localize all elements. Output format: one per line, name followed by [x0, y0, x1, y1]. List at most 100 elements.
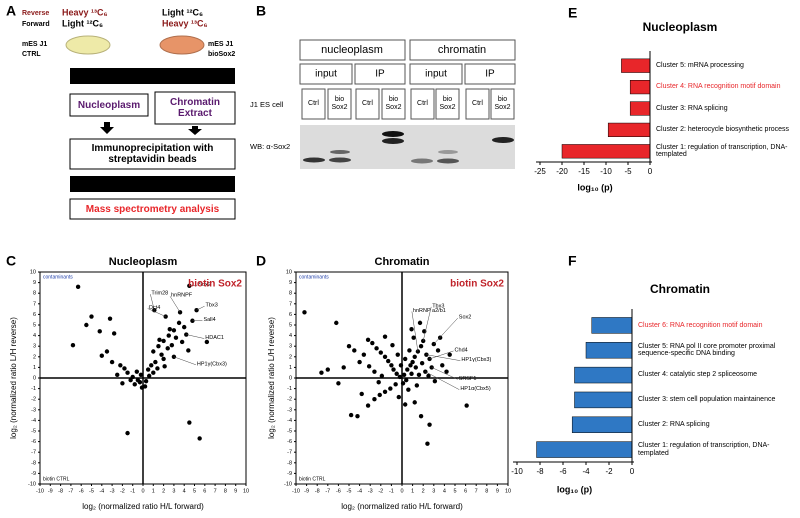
category-label: Cluster 3: RNA splicing	[656, 105, 728, 112]
y-tick-label: 3	[289, 344, 292, 350]
x-tick-label: 4	[443, 488, 446, 494]
sample: IP	[485, 69, 495, 80]
category-label-text: Cluster 6: RNA recognition motif domain	[638, 321, 763, 329]
bar	[585, 342, 633, 359]
point	[162, 364, 167, 369]
chart-title: Nucleoplasm	[109, 256, 178, 268]
y-tick-label: 2	[33, 354, 36, 360]
x-tick-label: 1	[152, 488, 155, 494]
point	[70, 342, 76, 348]
label-light: Light ¹²C₆	[62, 18, 103, 28]
point	[125, 430, 130, 436]
step-box	[154, 91, 236, 125]
band	[411, 158, 433, 164]
x-tick-label: 8	[224, 488, 227, 494]
leader-line	[169, 296, 181, 313]
y-tick-label: 8	[33, 291, 36, 297]
y-tick-label: -2	[31, 397, 36, 403]
point	[159, 352, 164, 357]
bar	[571, 416, 633, 433]
category-label-text: Cluster 2: RNA splicing	[638, 420, 710, 428]
leader-line	[431, 367, 458, 380]
lane-label-text: bio Sox2	[385, 96, 402, 111]
lane-label: bio Sox2	[495, 96, 511, 111]
y-tick-label: -8	[287, 460, 292, 466]
lane-box	[301, 88, 326, 120]
step: Nucleoplasm	[78, 100, 140, 111]
point	[145, 367, 151, 372]
x-tick-label: -6	[336, 488, 341, 494]
y-tick-label: 1	[33, 365, 36, 371]
x-tick-label: -3	[110, 488, 115, 494]
x-tick-label: 9	[496, 488, 499, 494]
point	[411, 335, 416, 340]
point	[155, 366, 160, 371]
panel-label: E	[568, 5, 577, 21]
leader-line	[433, 317, 458, 345]
category-label-text: Cluster 4: catalytic step 2 spliceosome	[638, 371, 758, 379]
lane-label-text: Ctrl	[308, 100, 319, 108]
y-tick-label: -3	[31, 407, 36, 413]
category-label-text: Cluster 1: regulation of transcription, …	[656, 143, 788, 159]
point	[361, 352, 367, 357]
y-tick-label: 4	[289, 333, 292, 339]
corner-label: biotin Sox2	[188, 279, 242, 290]
sample: input	[425, 69, 447, 80]
chart-title: Chromatin	[650, 282, 710, 296]
y-tick-label: 7	[33, 301, 36, 307]
category-label: Cluster 2: RNA splicing	[638, 420, 710, 428]
step-box	[69, 138, 236, 170]
band	[303, 157, 325, 163]
point	[184, 332, 189, 337]
x-tick-label: -6	[79, 488, 84, 494]
point	[409, 371, 414, 376]
lane-label-text: Ctrl	[472, 100, 483, 108]
point	[186, 348, 191, 353]
leader-line	[426, 354, 461, 361]
x-tick-label: 0	[400, 488, 403, 494]
step-text: Immunoprecipitation with streptavidin be…	[91, 143, 214, 165]
x-tick-label: 8	[485, 488, 488, 494]
point	[426, 373, 431, 379]
panel-label: F	[568, 253, 577, 269]
lane-label: Ctrl	[417, 100, 428, 108]
x-tick-label: 0	[141, 488, 144, 494]
x-tick-label: -8	[536, 467, 544, 476]
point	[153, 359, 158, 365]
point	[109, 359, 115, 365]
row-label: J1 ES cell	[250, 100, 284, 109]
point	[412, 400, 417, 405]
lane-label: bio Sox2	[440, 96, 456, 111]
y-tick-label: 10	[30, 269, 36, 275]
chart-title: Chromatin	[375, 256, 430, 268]
x-tick-label: -7	[68, 488, 73, 494]
lane-label-text: bio Sox2	[331, 96, 348, 111]
y-axis-label: log₂ (normalized ratio L/H reverse)	[9, 317, 18, 439]
point	[107, 316, 113, 321]
lane-label-text: Ctrl	[417, 100, 428, 108]
point	[173, 335, 179, 340]
lane-box	[490, 88, 515, 120]
point	[355, 413, 360, 419]
leader-line	[411, 311, 419, 352]
point	[378, 350, 383, 355]
x-tick-label: -4	[582, 467, 590, 476]
point	[176, 320, 182, 326]
point	[432, 378, 438, 384]
x-tick-label: -9	[48, 488, 53, 494]
y-tick-label: 2	[289, 354, 292, 360]
arrow	[188, 126, 202, 135]
header-box	[354, 63, 406, 85]
point	[388, 386, 393, 391]
leader-line	[425, 371, 460, 390]
point	[128, 377, 133, 383]
x-tick-label: -8	[58, 488, 63, 494]
lane-label: bio Sox2	[385, 96, 402, 111]
point	[447, 352, 452, 357]
x-tick-label: -10	[292, 488, 300, 494]
y-tick-label: 0	[33, 375, 36, 381]
point	[435, 348, 441, 353]
point	[132, 382, 137, 387]
x-tick-label: 3	[172, 488, 175, 494]
sample: input	[315, 69, 337, 80]
